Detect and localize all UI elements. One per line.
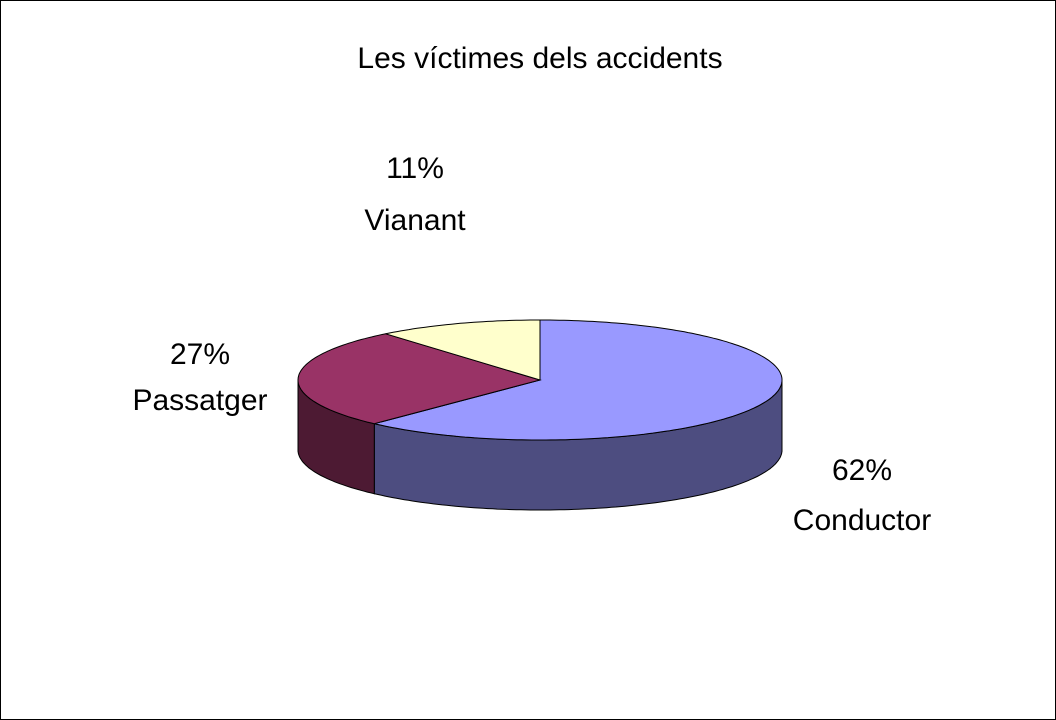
chart-title: Les víctimes dels accidents <box>357 42 722 75</box>
data-label: 27% <box>170 338 230 371</box>
pie-slice <box>385 319 541 381</box>
data-label: 62% <box>832 454 892 487</box>
category-label: Conductor <box>793 504 931 537</box>
pie-slice <box>374 319 783 441</box>
category-label: Vianant <box>364 204 466 237</box>
pie-slice <box>297 333 542 425</box>
data-label: 11% <box>386 152 444 185</box>
category-label: Passatger <box>132 384 267 417</box>
